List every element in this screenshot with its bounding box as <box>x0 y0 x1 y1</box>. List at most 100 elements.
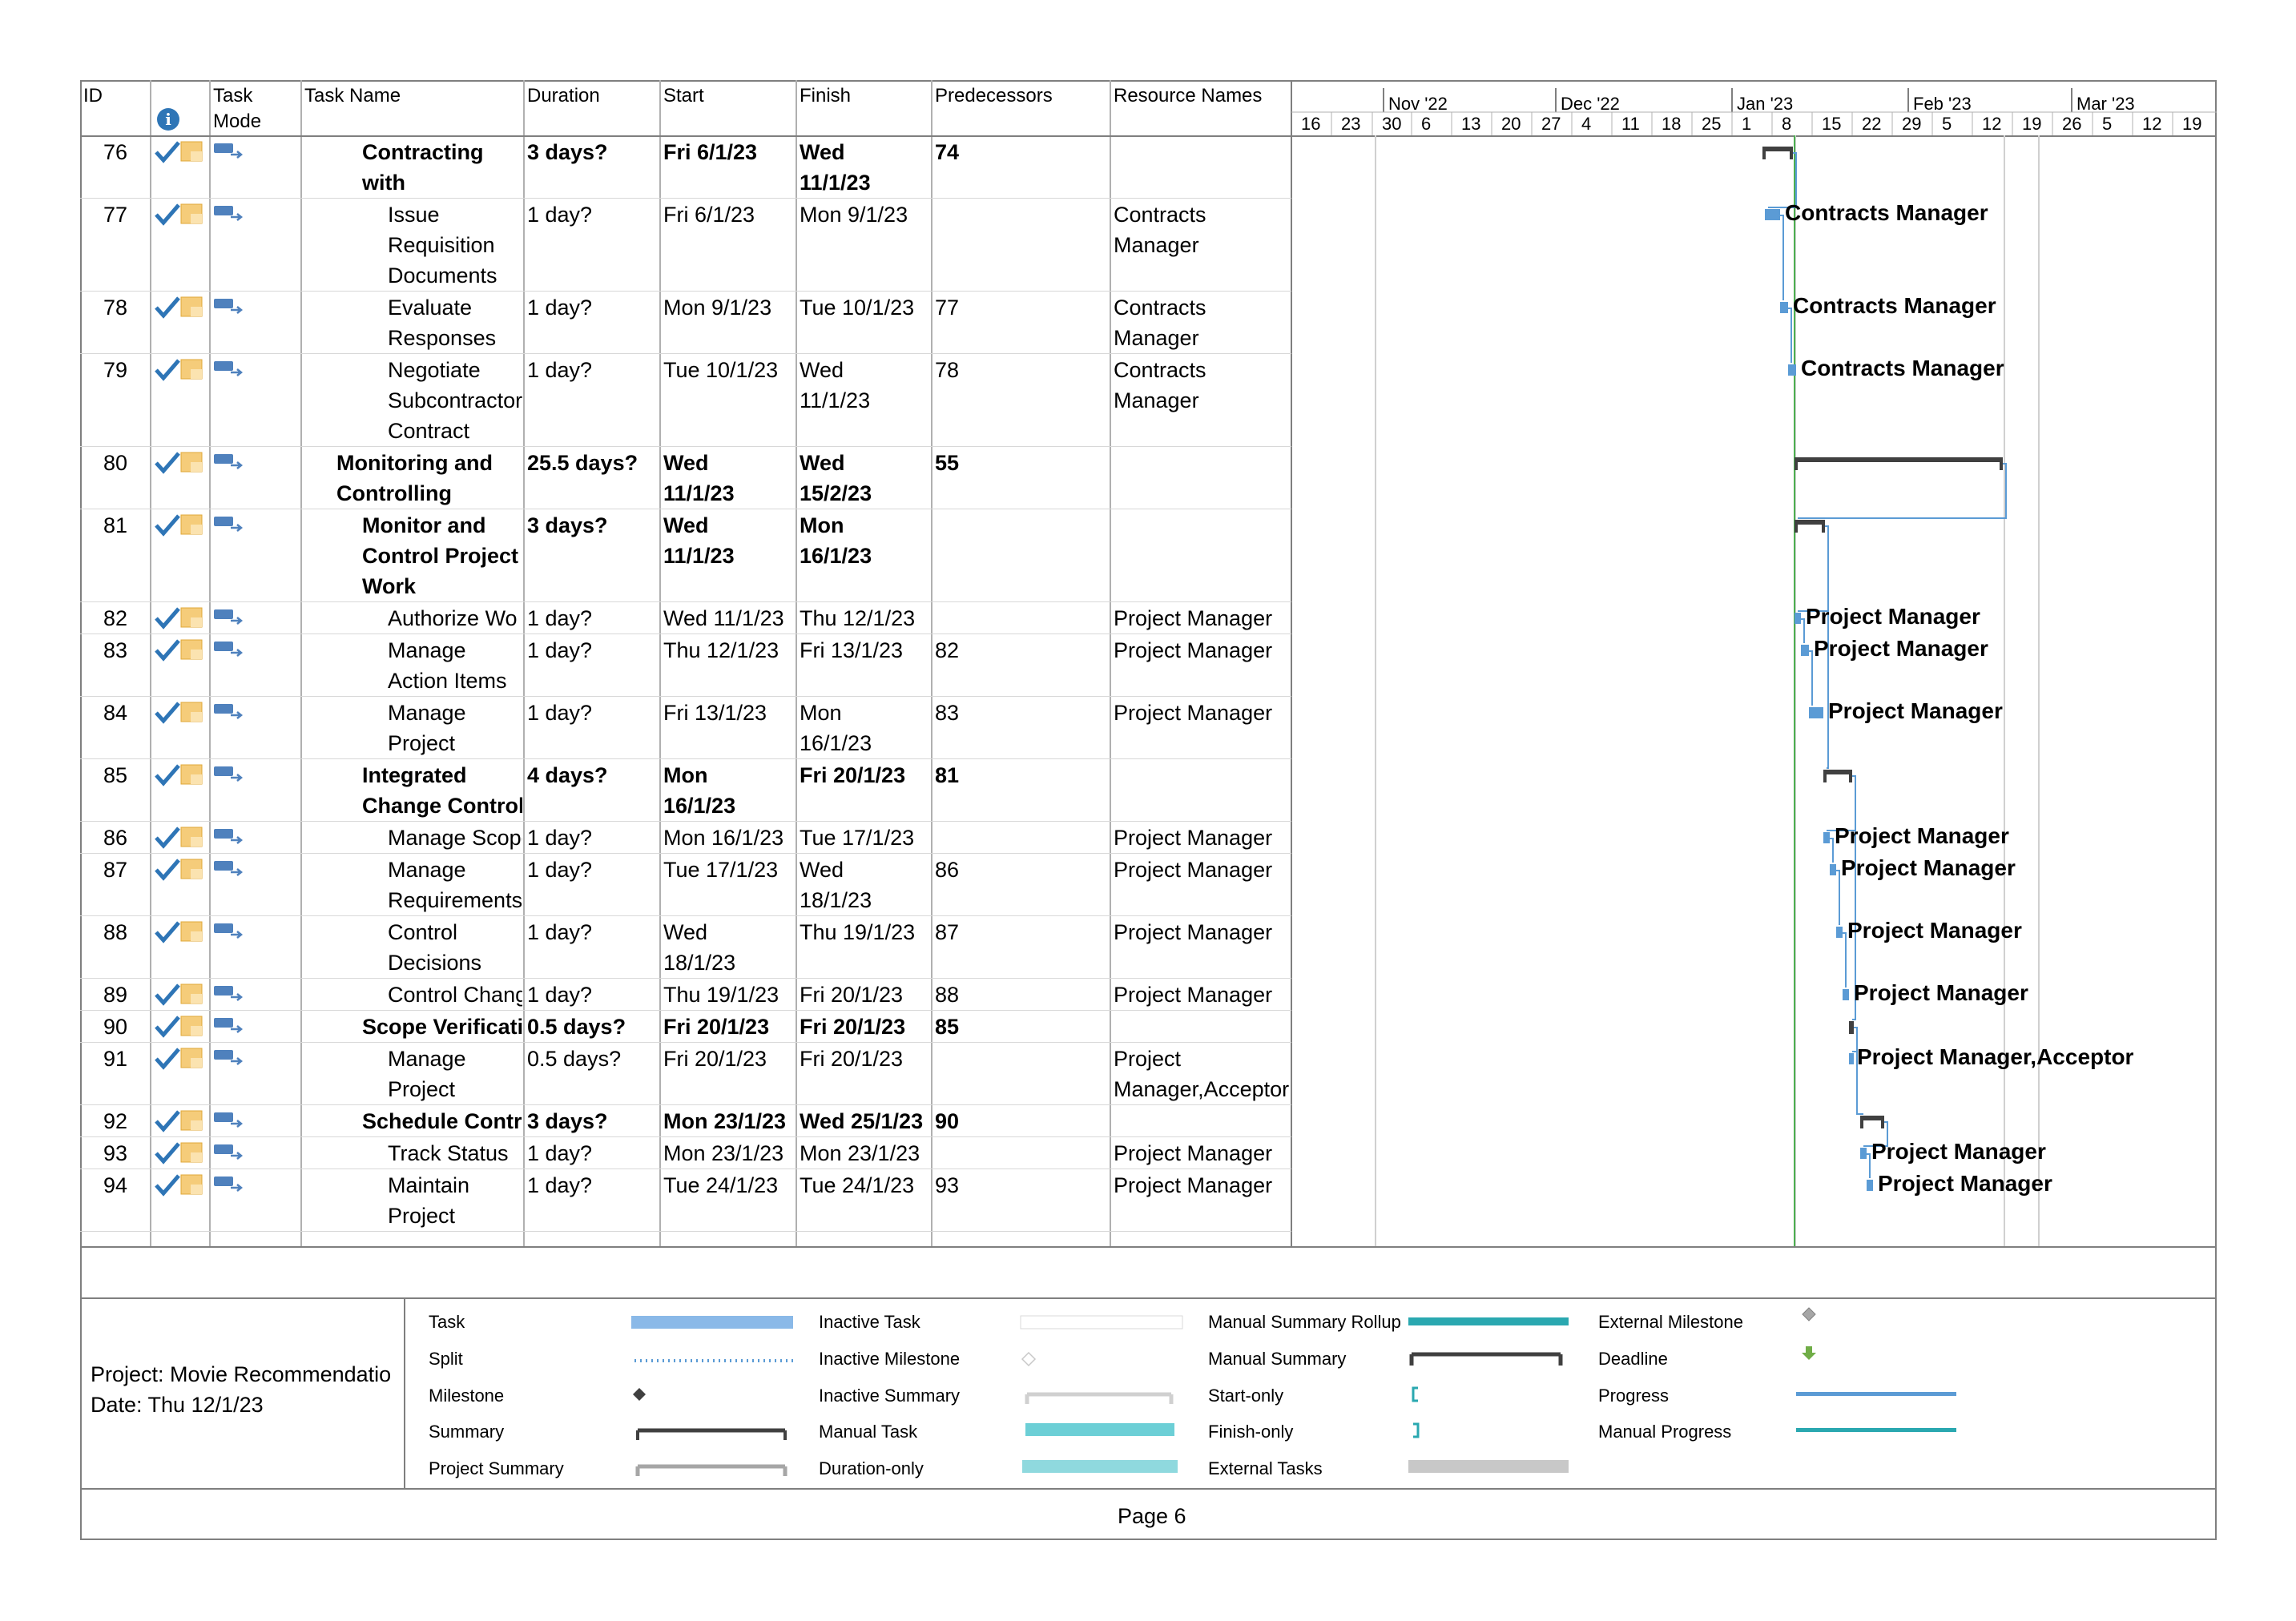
auto-schedule-icon <box>213 513 245 534</box>
timescale-day: 19 <box>2022 114 2042 134</box>
auto-schedule-icon <box>213 763 245 784</box>
auto-schedule-icon <box>213 920 245 941</box>
column-divider <box>209 80 211 1246</box>
gantt-resource-label: Project Manager <box>1847 918 2022 943</box>
column-divider <box>300 80 302 1246</box>
cell-duration: 1 day? <box>527 296 593 320</box>
notes-icon <box>179 1047 205 1071</box>
dependency-link <box>1768 152 1797 208</box>
column-divider <box>150 80 151 1246</box>
cell-predecessors: 86 <box>935 858 960 882</box>
cell-task-name: Maintain Project <box>388 1173 470 1228</box>
cell-predecessors: 83 <box>935 701 960 725</box>
cell-duration: 25.5 days? <box>527 451 638 475</box>
timescale-day: 4 <box>1581 114 1592 134</box>
notes-icon <box>179 701 205 725</box>
auto-schedule-icon <box>213 1047 245 1068</box>
notes-icon <box>179 140 205 164</box>
timescale-day: 30 <box>1382 114 1402 134</box>
column-header-finish: Finish <box>800 85 852 107</box>
cell-start: Tue 10/1/23 <box>663 358 779 382</box>
cell-resource-names: Project Manager <box>1114 701 1273 725</box>
auto-schedule-icon <box>213 983 245 1004</box>
cell-duration: 1 day? <box>527 920 593 944</box>
cell-finish: Mon 16/1/23 <box>800 513 872 568</box>
summary-bar <box>1860 1116 1884 1120</box>
row-divider <box>80 696 1291 697</box>
legend-swatch-external-tasks <box>1408 1460 1569 1473</box>
summary-bar <box>1762 147 1793 151</box>
cell-start: Tue 24/1/23 <box>663 1173 779 1197</box>
column-divider <box>796 80 797 1246</box>
legend-label: External Tasks <box>1208 1458 1323 1478</box>
task-bar <box>1823 832 1830 843</box>
auto-schedule-icon <box>213 826 245 847</box>
cell-resource-names: Project Manager <box>1114 606 1273 630</box>
legend-swatch-milestone <box>633 1388 646 1401</box>
task-bar <box>1830 864 1836 875</box>
cell-duration: 1 day? <box>527 701 593 725</box>
summary-bar-end <box>1795 520 1798 533</box>
cell-finish: Mon 16/1/23 <box>800 701 872 755</box>
summary-bar-end <box>1860 1116 1863 1128</box>
cell-finish: Fri 20/1/23 <box>800 983 904 1007</box>
legend-label: Inactive Summary <box>819 1386 961 1406</box>
summary-bar-end <box>1762 147 1766 159</box>
notes-icon <box>179 451 205 475</box>
dependency-link <box>1780 215 1784 300</box>
cell-resource-names: Project Manager <box>1114 1173 1273 1197</box>
cell-id: 88 <box>103 920 128 944</box>
timescale-day: 22 <box>1862 114 1882 134</box>
row-divider <box>80 1136 1291 1137</box>
notes-icon <box>179 1109 205 1133</box>
notes-icon <box>179 638 205 662</box>
cell-start: Wed 11/1/23 <box>663 513 735 568</box>
task-bar <box>1780 302 1788 313</box>
row-divider <box>80 915 1291 916</box>
legend-label: Start-only <box>1208 1386 1284 1406</box>
notes-icon <box>179 920 205 944</box>
cell-finish: Tue 17/1/23 <box>800 826 915 850</box>
cell-task-name: Manage Requirements <box>388 858 522 912</box>
dependency-link <box>1825 525 1829 769</box>
legend-swatch-progress <box>1796 1392 1956 1396</box>
gantt-resource-label: Project Manager <box>1878 1171 2052 1196</box>
dependency-link <box>1863 1121 1888 1147</box>
dependency-link <box>1836 870 1840 925</box>
cell-start: Wed 11/1/23 <box>663 606 784 630</box>
legend-swatch-project-summary <box>635 1464 787 1476</box>
dependency-link <box>1843 932 1847 987</box>
row-divider <box>80 1168 1291 1169</box>
gantt-resource-label: Project Manager <box>1806 604 1980 629</box>
notes-icon <box>179 606 205 630</box>
timescale-day: 20 <box>1501 114 1521 134</box>
gantt-resource-label: Project Manager <box>1871 1139 2046 1164</box>
notes-icon <box>179 858 205 882</box>
task-bar <box>1836 927 1843 938</box>
cell-task-name: Monitor and Control Project Work <box>362 513 519 598</box>
row-divider <box>80 291 1291 292</box>
cell-id: 91 <box>103 1047 128 1071</box>
summary-bar-end <box>1823 770 1827 782</box>
legend-swatch-manual-task <box>1025 1423 1174 1436</box>
cell-task-name: Contracting with <box>362 140 484 195</box>
cell-duration: 0.5 days? <box>527 1015 626 1039</box>
auto-schedule-icon <box>213 638 245 659</box>
timescale-day: 8 <box>1782 114 1792 134</box>
timescale-month: Dec '22 <box>1561 94 1620 114</box>
cell-task-name: Control Decisions <box>388 920 482 975</box>
cell-finish: Wed 25/1/23 <box>800 1109 924 1133</box>
notes-icon <box>179 513 205 537</box>
cell-task-name: Authorize Wo <box>388 606 518 630</box>
cell-resource-names: Contracts Manager <box>1114 358 1206 412</box>
cell-duration: 3 days? <box>527 140 608 164</box>
timescale-day: 12 <box>1982 114 2002 134</box>
cell-task-name: Issue Requisition Documents <box>388 203 497 288</box>
legend-label: Summary <box>429 1422 505 1442</box>
legend-label: Manual Progress <box>1598 1422 1732 1442</box>
legend-label: Finish-only <box>1208 1422 1294 1442</box>
cell-resource-names: Project Manager <box>1114 1141 1273 1165</box>
notes-icon <box>179 1015 205 1039</box>
cell-predecessors: 82 <box>935 638 960 662</box>
row-divider <box>80 1010 1291 1011</box>
